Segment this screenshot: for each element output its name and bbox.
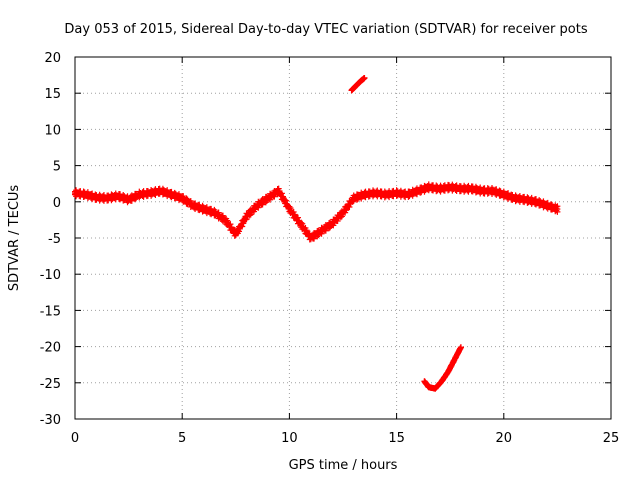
data-point [343, 207, 350, 214]
data-point [262, 199, 269, 206]
y-tick-label: -25 [40, 377, 61, 392]
data-point [132, 196, 139, 203]
x-axis-label: GPS time / hours [289, 458, 398, 473]
data-point [247, 211, 254, 218]
data-point [311, 235, 318, 242]
x-tick-labels: 0 5 10 15 20 25 [71, 431, 619, 446]
data-point [322, 227, 329, 234]
data-point [236, 228, 243, 235]
grid [75, 57, 611, 419]
data-point [259, 201, 266, 208]
data-point [349, 198, 356, 205]
series-group [421, 344, 464, 392]
data-point [338, 213, 345, 220]
data-point [554, 208, 561, 215]
x-tick-label: 0 [71, 431, 79, 446]
data-point [239, 223, 246, 230]
x-tick-label: 10 [281, 431, 298, 446]
data-point [128, 197, 135, 204]
data-point [405, 193, 412, 200]
data-point [246, 212, 253, 219]
data-point [334, 218, 341, 225]
data-point [243, 216, 250, 223]
x-tick-label: 25 [603, 431, 620, 446]
data-point [326, 225, 333, 232]
y-axis-label: SDTVAR / TECUs [7, 185, 22, 292]
data-point [337, 214, 344, 221]
data-point [314, 233, 321, 240]
y-tick-label: 10 [44, 123, 61, 138]
chart-title: Day 053 of 2015, Sidereal Day-to-day VTE… [64, 22, 587, 37]
data-point [353, 196, 360, 203]
series-group [72, 181, 561, 243]
data-point [361, 74, 368, 81]
data-point [457, 345, 464, 352]
y-tick-label: -15 [40, 304, 61, 319]
y-tick-label: 20 [44, 51, 61, 66]
x-tick-label: 15 [388, 431, 405, 446]
y-tick-label: 0 [53, 196, 61, 211]
data-point [346, 203, 353, 210]
y-tick-label: -30 [40, 413, 61, 428]
series-group [348, 74, 368, 94]
y-tick-label: 15 [44, 87, 61, 102]
y-tick-label: -5 [48, 232, 61, 247]
y-tick-label: -20 [40, 341, 61, 356]
y-tick-label: -10 [40, 268, 61, 283]
data-point [457, 344, 464, 351]
data-point [240, 220, 247, 227]
data-point [108, 197, 115, 204]
data-marks [72, 74, 561, 392]
data-point [271, 193, 278, 200]
axis-ticks [74, 56, 612, 420]
y-tick-labels: -30 -25 -20 -15 -10 -5 0 5 10 15 20 [40, 51, 61, 428]
x-tick-label: 5 [178, 431, 186, 446]
x-tick-label: 20 [496, 431, 513, 446]
y-tick-label: 5 [53, 160, 61, 175]
